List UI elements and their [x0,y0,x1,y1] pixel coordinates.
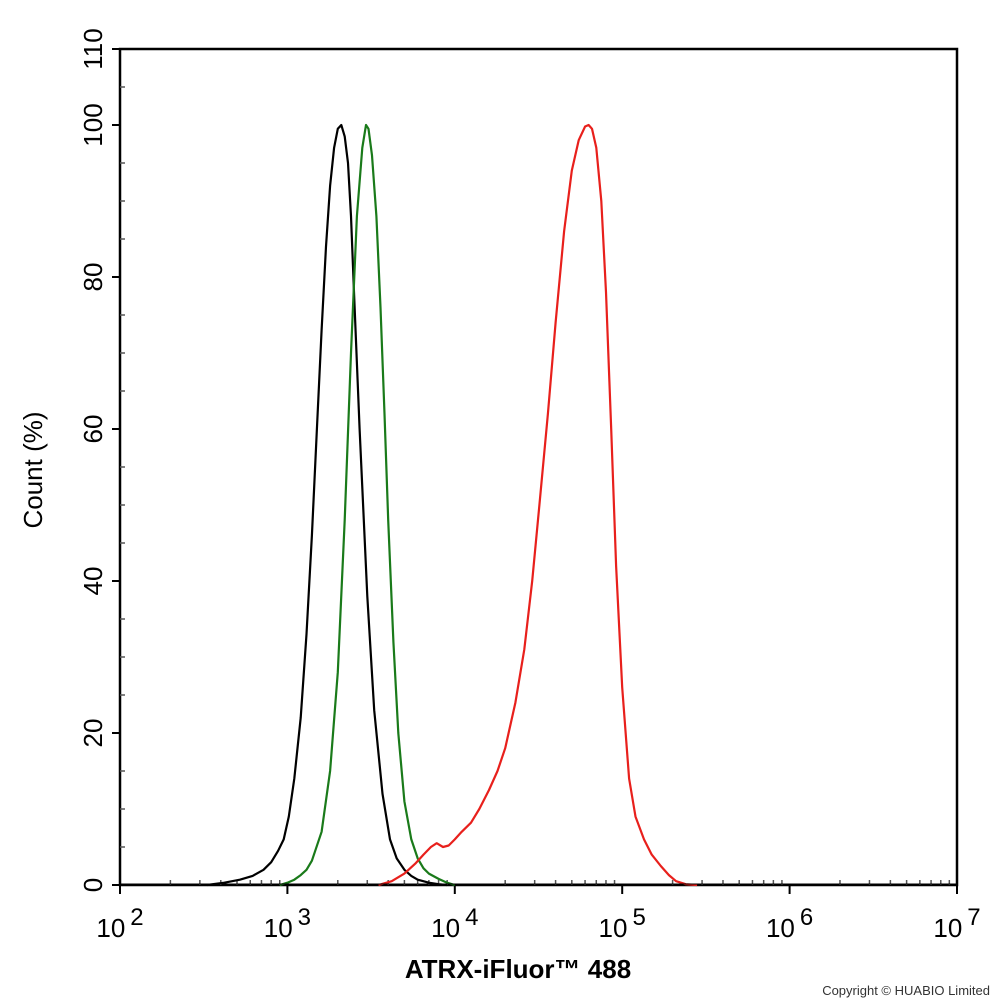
series-line-3 [378,123,698,887]
y-tick-label: 100 [78,103,108,146]
y-tick-label: 60 [78,415,108,444]
x-tick-label: 10 2 [96,904,143,943]
y-tick-label: 110 [78,28,108,69]
y-tick-label: 80 [78,263,108,292]
y-tick-label: 0 [78,878,108,892]
y-axis-title: Count (%) [18,411,48,528]
plot-border [118,47,959,887]
series-layer [120,123,957,887]
x-tick-labels: 10 2 10 3 10 4 10 5 10 6 10 7 [96,904,980,943]
x-tick-label: 10 7 [933,904,980,943]
series-line-1 [206,123,448,887]
x-tick-label: 10 3 [264,904,311,943]
y-tick-label: 40 [78,567,108,596]
y-tick-label: 20 [78,719,108,748]
minor-ticks [120,86,951,885]
plot-frame [118,47,959,887]
x-axis-title: ATRX-iFluor™ 488 [405,954,631,984]
x-tick-label: 10 4 [431,904,478,943]
series-line-2 [279,123,456,887]
x-tick-label: 10 6 [766,904,813,943]
copyright-notice: Copyright © HUABIO Limited [822,983,990,998]
major-ticks [112,48,958,894]
y-tick-labels: 0 20 40 60 80 100 110 [78,28,108,892]
x-tick-label: 10 5 [599,904,646,943]
